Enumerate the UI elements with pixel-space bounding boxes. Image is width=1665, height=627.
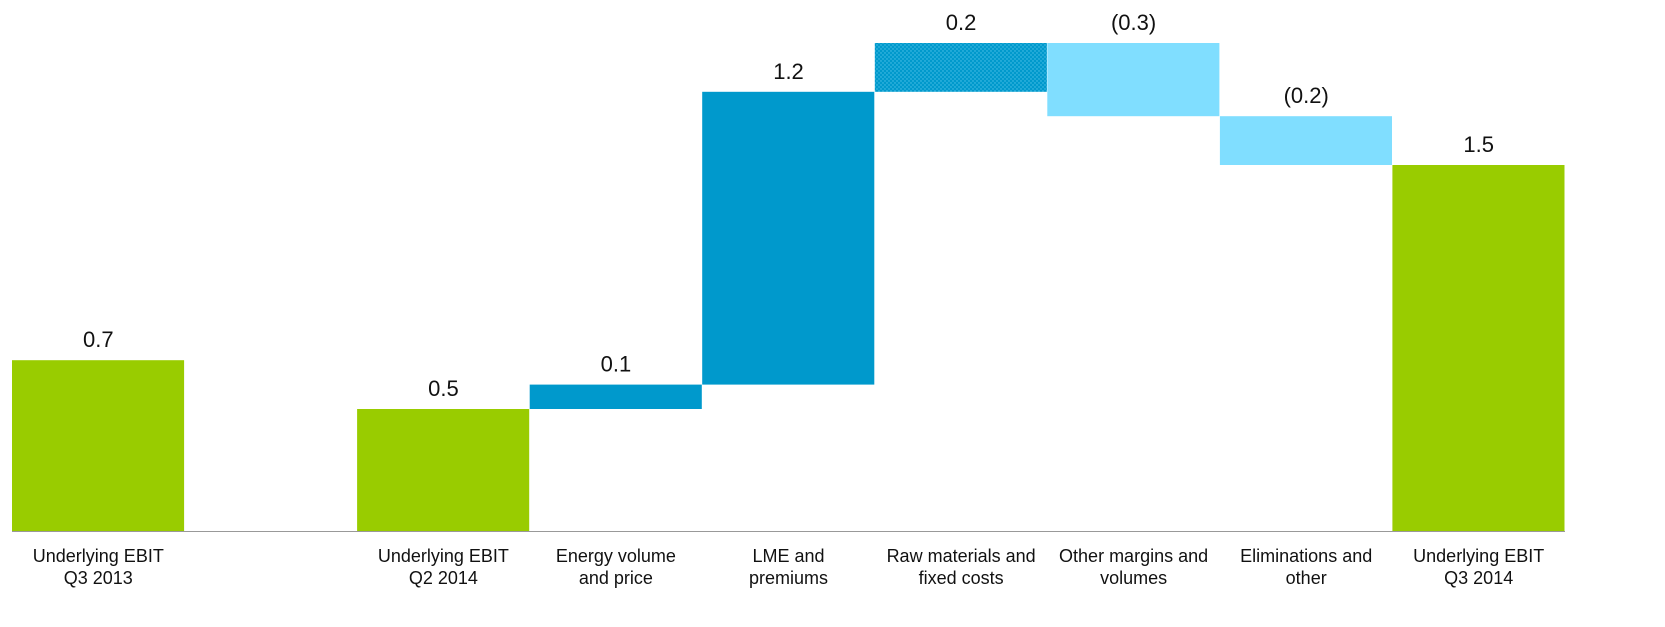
bars-layer <box>12 43 1565 531</box>
bar-increase-4 <box>702 91 875 385</box>
value-label-2: 0.5 <box>428 376 459 401</box>
category-label-line-3-1: and price <box>579 568 653 588</box>
category-label-line-5-1: fixed costs <box>919 568 1004 588</box>
value-label-0: 0.7 <box>83 327 114 352</box>
category-label-line-8-0: Underlying EBIT <box>1413 546 1544 566</box>
bar-total-0 <box>12 360 185 531</box>
category-label-3: Energy volume and price <box>556 546 676 588</box>
category-label-line-5-0: Raw materials and <box>887 546 1036 566</box>
value-labels-layer: 0.7 0.5 0.1 1.2 0.2 (0.3) (0.2) 1.5 <box>83 10 1494 401</box>
bar-decrease-6 <box>1047 43 1220 117</box>
category-label-8: Underlying EBIT Q3 2014 <box>1413 546 1544 588</box>
bar-increase-dotted-5 <box>874 43 1047 92</box>
bar-decrease-7 <box>1219 116 1392 165</box>
category-label-4: LME and premiums <box>749 546 828 588</box>
category-label-5: Raw materials and fixed costs <box>887 546 1036 588</box>
category-label-line-2-1: Q2 2014 <box>409 568 478 588</box>
category-label-line-7-1: other <box>1286 568 1327 588</box>
category-label-line-6-0: Other margins and <box>1059 546 1208 566</box>
bar-increase-3 <box>529 384 702 409</box>
category-label-line-2-0: Underlying EBIT <box>378 546 509 566</box>
category-label-line-7-0: Eliminations and <box>1240 546 1372 566</box>
category-label-6: Other margins and volumes <box>1059 546 1208 588</box>
category-label-line-3-0: Energy volume <box>556 546 676 566</box>
bar-total-8 <box>1392 165 1565 531</box>
category-label-line-6-1: volumes <box>1100 568 1167 588</box>
category-label-line-4-1: premiums <box>749 568 828 588</box>
value-label-8: 1.5 <box>1463 132 1494 157</box>
value-label-6: (0.3) <box>1111 10 1156 35</box>
bar-total-2 <box>357 409 530 531</box>
category-label-7: Eliminations and other <box>1240 546 1372 588</box>
category-label-line-4-0: LME and <box>752 546 824 566</box>
category-label-line-0-0: Underlying EBIT <box>33 546 164 566</box>
value-label-7: (0.2) <box>1284 83 1329 108</box>
category-label-0: Underlying EBIT Q3 2013 <box>33 546 164 588</box>
value-label-4: 1.2 <box>773 59 804 84</box>
category-label-line-8-1: Q3 2014 <box>1444 568 1513 588</box>
value-label-5: 0.2 <box>946 10 977 35</box>
category-label-2: Underlying EBIT Q2 2014 <box>378 546 509 588</box>
category-label-line-0-1: Q3 2013 <box>64 568 133 588</box>
value-label-3: 0.1 <box>601 352 632 377</box>
